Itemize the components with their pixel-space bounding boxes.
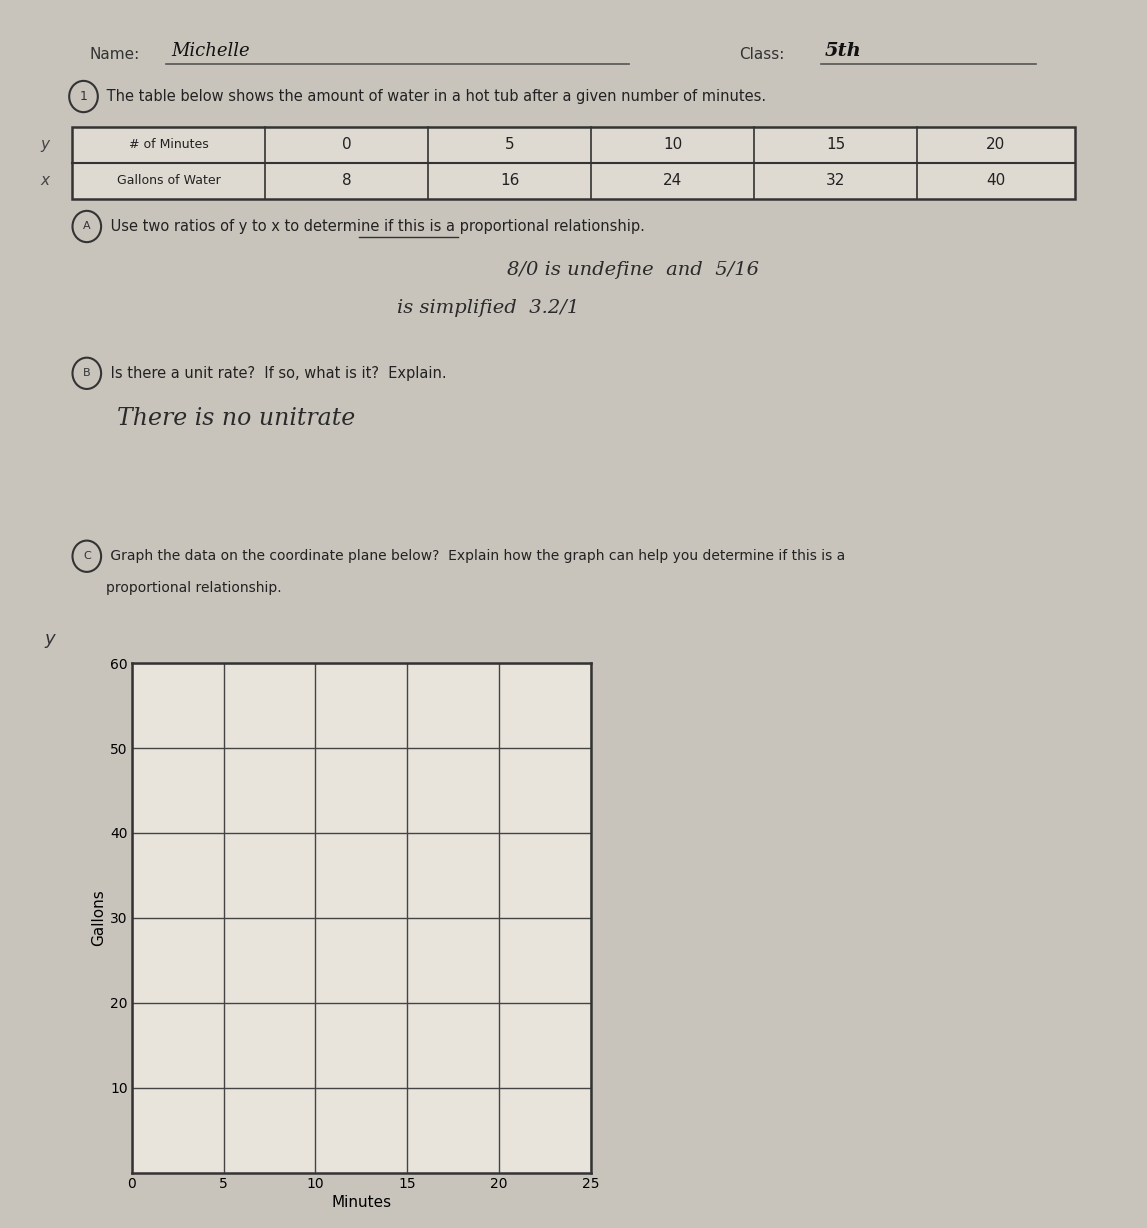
Text: Use two ratios of y to x to determine if this is a proportional relationship.: Use two ratios of y to x to determine if… bbox=[106, 219, 645, 235]
Text: 40: 40 bbox=[986, 173, 1006, 188]
Text: 20: 20 bbox=[986, 138, 1006, 152]
Text: A: A bbox=[83, 221, 91, 232]
X-axis label: Minutes: Minutes bbox=[331, 1195, 391, 1210]
Text: 5th: 5th bbox=[825, 42, 861, 60]
Text: Michelle: Michelle bbox=[172, 42, 250, 60]
Text: x: x bbox=[40, 173, 49, 188]
Text: 32: 32 bbox=[826, 173, 845, 188]
Text: The table below shows the amount of water in a hot tub after a given number of m: The table below shows the amount of wate… bbox=[102, 88, 766, 104]
Text: 24: 24 bbox=[663, 173, 682, 188]
Text: There is no unitrate: There is no unitrate bbox=[117, 406, 354, 430]
Text: is simplified  3.2/1: is simplified 3.2/1 bbox=[397, 298, 579, 317]
Text: 16: 16 bbox=[500, 173, 520, 188]
Text: Class:: Class: bbox=[739, 47, 785, 61]
FancyBboxPatch shape bbox=[72, 126, 1075, 199]
Text: Graph the data on the coordinate plane below?  Explain how the graph can help yo: Graph the data on the coordinate plane b… bbox=[106, 549, 845, 564]
Text: # of Minutes: # of Minutes bbox=[128, 139, 209, 151]
Text: 5: 5 bbox=[505, 138, 515, 152]
Text: B: B bbox=[83, 368, 91, 378]
Text: Name:: Name: bbox=[89, 47, 139, 61]
Text: 15: 15 bbox=[826, 138, 845, 152]
Text: y: y bbox=[40, 138, 49, 152]
Y-axis label: Gallons: Gallons bbox=[91, 889, 106, 947]
Text: Gallons of Water: Gallons of Water bbox=[117, 174, 220, 187]
Text: x: x bbox=[646, 1223, 656, 1228]
Text: proportional relationship.: proportional relationship. bbox=[106, 581, 281, 594]
Text: 10: 10 bbox=[663, 138, 682, 152]
Text: 8/0 is undefine  and  5/16: 8/0 is undefine and 5/16 bbox=[507, 262, 759, 280]
Text: C: C bbox=[83, 551, 91, 561]
Text: Is there a unit rate?  If so, what is it?  Explain.: Is there a unit rate? If so, what is it?… bbox=[106, 366, 446, 381]
Text: y: y bbox=[44, 630, 55, 648]
Text: 1: 1 bbox=[79, 90, 87, 103]
Text: 0: 0 bbox=[342, 138, 351, 152]
Text: 8: 8 bbox=[342, 173, 351, 188]
